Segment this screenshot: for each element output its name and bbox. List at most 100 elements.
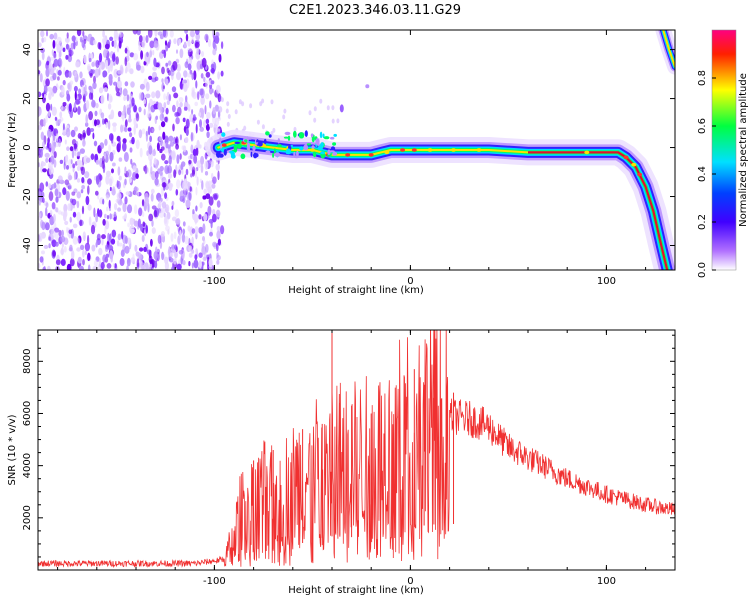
ridge-blob [332,142,337,146]
noise-dot [41,141,45,150]
noise-dot [126,204,133,214]
noise-dot [171,150,176,161]
noise-dot [331,105,335,111]
noise-dot [102,254,107,263]
noise-dot [199,202,203,209]
ridge-blob [252,145,256,152]
noise-dot [150,193,154,202]
noise-dot [85,114,88,124]
noise-dot [105,150,109,157]
noise-dot [179,101,183,108]
noise-dot [118,139,121,149]
noise-dot [47,128,52,138]
noise-dot [138,106,142,113]
noise-dot [125,62,131,72]
noise-dot [85,122,89,127]
noise-dot [154,178,159,186]
noise-dot [68,49,74,57]
ridge-blob [274,152,281,157]
noise-dot [91,99,96,108]
noise-dot [132,165,137,172]
ridge-hotspot [221,143,227,147]
noise-dot [205,80,209,89]
noise-dot [210,63,215,70]
noise-dot [174,209,180,218]
noise-dot [139,83,145,90]
noise-dot [104,213,107,219]
noise-dot [152,49,155,56]
noise-dot [199,144,202,149]
noise-dot [103,49,107,58]
noise-dot [154,260,158,269]
noise-dot [45,181,49,187]
y-tick-label: 8000 [22,349,33,374]
noise-dot [173,258,177,265]
noise-dot [174,244,178,251]
noise-dot [117,200,123,206]
noise-dot [138,35,143,43]
noise-dot [88,111,93,121]
noise-dot [99,174,103,181]
noise-dot [108,93,113,104]
noise-dot [161,182,167,188]
noise-dot [77,237,80,245]
noise-dot [198,226,204,234]
ridge-hotspot [400,148,406,152]
ridge-blob [327,149,331,155]
noise-dot [216,128,221,133]
noise-dot [190,173,193,178]
noise-dot [205,118,210,125]
ridge-blob [312,151,317,158]
noise-dot [143,98,147,105]
noise-dot [38,42,42,48]
noise-dot [193,259,199,269]
noise-dot [182,117,186,123]
noise-dot [127,118,132,123]
noise-dot [68,175,73,181]
noise-dot [75,99,80,105]
noise-dot [48,147,52,152]
noise-dot [38,146,41,156]
noise-dot [53,52,57,59]
noise-dot [98,87,104,94]
noise-dot [101,234,106,240]
ridge-blob [293,151,296,157]
noise-dot [234,109,238,115]
noise-dot [115,33,120,38]
noise-dot [79,219,83,227]
noise-dot [49,209,53,216]
noise-dot [50,229,56,239]
noise-dot [195,168,197,179]
noise-dot [43,36,47,43]
noise-dot [220,225,225,235]
ridge-blob [333,133,338,137]
noise-dot [191,262,194,269]
noise-dot [149,40,155,49]
noise-dot [51,239,57,248]
noise-dot [205,93,210,100]
noise-dot [74,126,78,132]
noise-dot [192,91,198,100]
noise-dot [169,141,175,147]
noise-dot [270,99,274,105]
noise-dot [129,228,135,233]
noise-dot [39,182,45,192]
noise-dot [81,205,85,215]
noise-dot [319,98,323,104]
ridge-hotspot [631,162,637,167]
noise-dot [76,178,81,183]
noise-dot [69,258,75,267]
noise-dot [38,212,42,219]
noise-dot [216,225,221,232]
noise-dot [140,50,144,60]
noise-dot [169,182,172,187]
noise-dot [95,175,100,185]
noise-dot [187,104,191,112]
noise-dot [160,121,166,128]
noise-dot [178,38,182,45]
noise-dot [109,186,112,192]
noise-dot [144,164,148,175]
noise-dot [128,177,132,183]
noise-dot [145,224,148,234]
noise-dot [167,173,173,179]
